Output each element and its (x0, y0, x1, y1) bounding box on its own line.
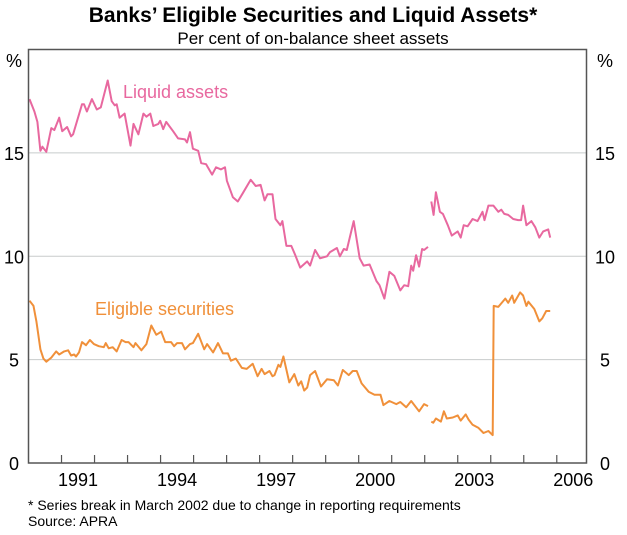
x-tick-label: 2006 (553, 470, 593, 490)
series-line-liquid-assets (28, 79, 429, 300)
axis-labels: 0 0 5 5 10 10 15 15 1991 1994 1997 2000 2003 2006 (4, 144, 615, 490)
series-line-eligible-securities (28, 300, 429, 413)
y-tick-label-right: 0 (600, 454, 610, 474)
y-tick-label-left: 5 (9, 351, 19, 371)
series-label-eligible-securities: Eligible securities (95, 299, 234, 319)
y-tick-label-right: 5 (600, 351, 610, 371)
gridlines (28, 152, 587, 361)
y-tick-label-left: 10 (4, 247, 24, 267)
series-lines (28, 79, 552, 437)
source: Source: APRA (28, 513, 118, 529)
y-tick-label-left: 15 (4, 144, 24, 164)
series-line-eligible-securities (430, 291, 551, 437)
y-unit-left: % (6, 51, 22, 71)
chart-title: Banks’ Eligible Securities and Liquid As… (89, 4, 538, 27)
y-tick-label-right: 10 (595, 247, 615, 267)
footnote: * Series break in March 2002 due to chan… (28, 497, 461, 513)
x-tick-label: 2003 (454, 470, 494, 490)
x-tick-label: 1991 (58, 470, 98, 490)
series-label-liquid-assets: Liquid assets (123, 82, 228, 102)
x-tick-label: 1997 (256, 470, 296, 490)
y-unit-right: % (597, 51, 613, 71)
x-ticks (60, 455, 558, 463)
y-tick-label-left: 0 (9, 454, 19, 474)
plot-frame (27, 48, 588, 464)
series-line-liquid-assets (430, 191, 552, 239)
chart-subtitle: Per cent of on-balance sheet assets (177, 29, 448, 48)
y-tick-label-right: 15 (595, 144, 615, 164)
x-tick-label: 2000 (355, 470, 395, 490)
x-tick-label: 1994 (157, 470, 197, 490)
